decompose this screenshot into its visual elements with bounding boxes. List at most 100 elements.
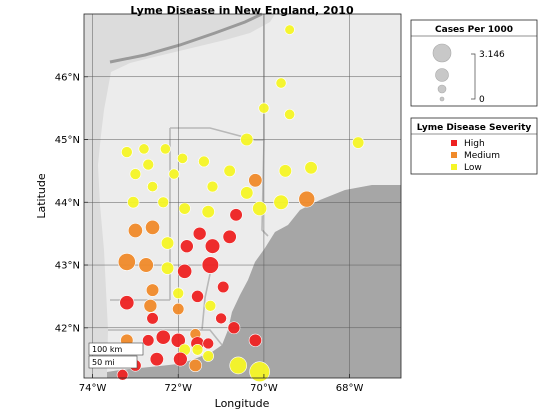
scale-bar: 100 km 50 mi	[88, 342, 144, 369]
state-border-5	[261, 139, 269, 237]
point-high	[217, 280, 230, 294]
y-tick-label: 45°N	[55, 135, 80, 146]
color-legend-swatch-low	[451, 164, 457, 170]
point-low	[201, 205, 215, 219]
map-frame	[83, 13, 402, 379]
y-axis-label: Latitude	[35, 173, 48, 219]
y-tick-label: 43°N	[55, 261, 80, 272]
point-high	[227, 321, 241, 335]
point-low	[127, 196, 140, 209]
point-high	[146, 312, 159, 325]
point-low	[204, 300, 217, 312]
point-low	[138, 143, 150, 155]
scale-bar-km-label: 100 km	[92, 345, 122, 354]
scale-bar-km	[88, 342, 144, 356]
color-legend-entries: High Medium Low	[451, 139, 500, 173]
point-medium	[172, 302, 185, 316]
point-low	[129, 168, 142, 180]
point-high	[202, 337, 215, 350]
point-low	[258, 102, 270, 114]
point-medium	[145, 283, 160, 297]
point-high	[248, 333, 262, 347]
river-line	[109, 12, 263, 64]
point-low	[147, 181, 159, 193]
size-legend-bracket	[471, 53, 476, 100]
point-low	[275, 77, 287, 89]
point-low	[240, 186, 254, 200]
color-legend-box	[410, 117, 538, 175]
point-low	[172, 287, 185, 300]
x-tick-label: 68°W	[336, 383, 364, 394]
point-high	[149, 352, 164, 367]
point-high	[142, 334, 155, 347]
point-high	[170, 332, 186, 348]
point-high	[191, 290, 204, 303]
y-tick-label: 44°N	[55, 198, 80, 209]
chart-title: Lyme Disease in New England, 2010	[130, 4, 354, 17]
point-low	[223, 164, 236, 177]
ocean-region	[107, 185, 401, 378]
x-tick-label: 70°W	[250, 383, 278, 394]
bay-region	[255, 322, 278, 336]
point-medium	[127, 223, 143, 238]
point-high	[204, 238, 221, 254]
point-medium	[188, 358, 202, 373]
point-medium	[248, 173, 263, 188]
size-legend-min-label: 0	[479, 95, 485, 105]
point-low	[178, 202, 191, 215]
size-legend-box	[410, 19, 538, 107]
point-high	[192, 226, 207, 241]
point-low	[252, 201, 268, 216]
point-high	[222, 229, 237, 244]
point-low	[157, 196, 170, 209]
point-low	[159, 143, 171, 155]
point-low	[284, 108, 296, 120]
scale-bar-mi	[88, 355, 138, 369]
point-low	[240, 132, 254, 147]
y-tick-label: 46°N	[55, 72, 80, 83]
point-low	[284, 24, 295, 35]
axes: 74°W 72°W 70°W 68°W 42°N 43°N 44°N 45°N 46°N	[55, 72, 364, 394]
state-border-4	[108, 329, 223, 346]
point-high	[229, 208, 243, 222]
size-legend-marker-large	[432, 43, 452, 63]
point-low	[142, 158, 155, 171]
point-medium	[298, 190, 316, 208]
points-layer	[116, 24, 365, 383]
map-area: 100 km 50 mi	[83, 12, 402, 383]
color-legend-swatch-medium	[451, 152, 457, 158]
point-low	[121, 146, 133, 158]
point-low	[191, 343, 204, 356]
point-low	[278, 164, 292, 178]
point-medium	[145, 219, 160, 235]
size-legend-marker-medium	[435, 68, 449, 82]
size-legend-marker-small	[437, 84, 447, 94]
size-legend-marker-min	[439, 96, 445, 102]
point-high	[155, 329, 171, 345]
point-low	[160, 261, 175, 275]
color-legend-label-high: High	[464, 139, 485, 149]
point-low	[273, 194, 289, 210]
point-medium	[117, 252, 136, 271]
size-legend-max-label: 3.146	[479, 50, 505, 60]
point-low	[249, 361, 270, 383]
point-high	[119, 295, 135, 311]
point-low	[198, 155, 210, 168]
point-low	[168, 168, 180, 180]
size-legend: Cases Per 1000 3.146 0	[410, 19, 538, 107]
point-high	[116, 369, 129, 381]
state-border-3	[201, 273, 211, 331]
color-legend-label-low: Low	[464, 163, 482, 173]
point-low	[160, 236, 175, 250]
point-low	[202, 350, 215, 362]
point-high	[177, 263, 193, 279]
y-tick-label: 42°N	[55, 323, 80, 334]
point-high	[173, 351, 188, 367]
point-low	[229, 356, 247, 375]
point-medium	[143, 299, 158, 313]
color-legend: Lyme Disease Severity High Medium Low	[410, 117, 538, 175]
point-low	[206, 180, 219, 193]
point-low	[304, 161, 318, 175]
x-tick-label: 72°W	[164, 383, 192, 394]
